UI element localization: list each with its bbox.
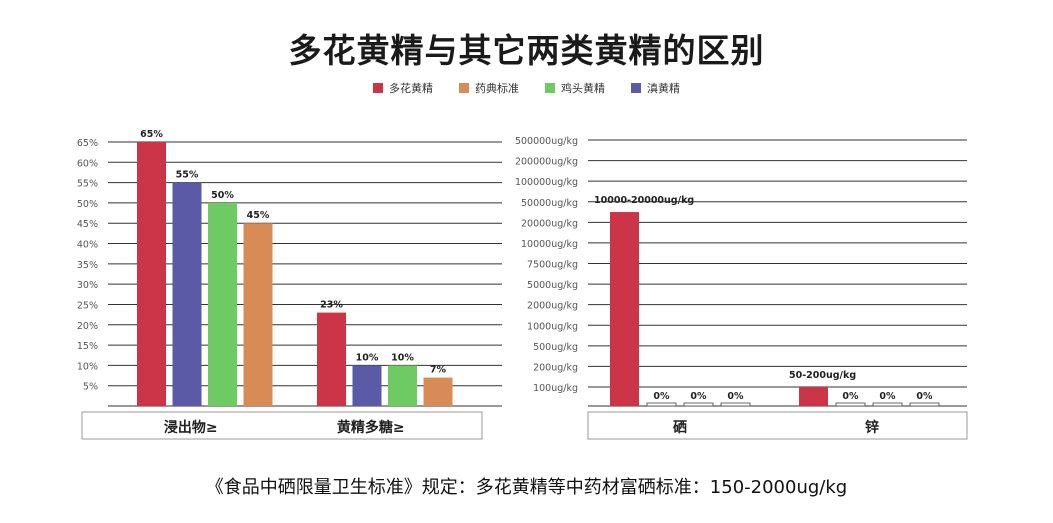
y-tick-label: 10% (77, 361, 98, 372)
y-tick-label: 45% (77, 219, 98, 230)
data-label: 55% (176, 170, 199, 181)
bar (423, 377, 453, 406)
data-label: 0% (690, 391, 707, 402)
bar (835, 402, 866, 407)
legend-item: 药典标准 (459, 80, 519, 96)
bar (720, 402, 751, 407)
legend-label: 多花黄精 (389, 82, 433, 95)
legend-item: 多花黄精 (373, 80, 433, 96)
y-tick-label: 5000ug/kg (527, 280, 578, 291)
category-axis-box (81, 411, 483, 440)
bar (610, 212, 639, 406)
y-tick-label: 65% (77, 138, 98, 149)
y-tick-label: 50000ug/kg (521, 198, 578, 209)
bar (172, 182, 202, 406)
category-label: 浸出物≥ (164, 419, 218, 436)
y-tick-label: 200ug/kg (533, 362, 578, 373)
y-tick-label: 40% (77, 240, 98, 251)
y-tick-label: 500ug/kg (533, 342, 578, 353)
category-label: 锌 (865, 419, 879, 436)
legend-swatch (459, 83, 469, 93)
bar (799, 387, 828, 406)
legend-swatch (373, 83, 383, 93)
legend: 多花黄精 药典标准 鸡头黄精 滇黄精 (0, 80, 1053, 96)
data-label: 0% (842, 391, 859, 402)
data-label: 45% (247, 210, 270, 221)
y-tick-label: 30% (77, 280, 98, 291)
data-label: 50-200ug/kg (789, 370, 856, 381)
y-tick-label: 25% (77, 300, 98, 311)
legend-label: 鸡头黄精 (561, 82, 605, 95)
y-tick-label: 200000ug/kg (515, 157, 578, 168)
y-tick-label: 7500ug/kg (527, 260, 578, 271)
bar (208, 202, 237, 406)
y-tick-label: 50% (77, 199, 98, 210)
data-label: 10000-20000ug/kg (594, 195, 694, 206)
y-tick-label: 500000ug/kg (515, 136, 578, 147)
data-label: 10% (356, 352, 379, 363)
y-tick-label: 55% (77, 179, 98, 190)
y-tick-label: 100000ug/kg (515, 177, 578, 188)
data-label: 0% (916, 391, 933, 402)
bar (872, 402, 903, 407)
data-label: 10% (391, 352, 414, 363)
legend-label: 滇黄精 (647, 82, 680, 95)
bar (909, 402, 940, 407)
y-tick-label: 5% (83, 382, 98, 393)
legend-item: 鸡头黄精 (545, 80, 605, 96)
bar (646, 402, 677, 407)
data-label: 50% (211, 190, 234, 201)
category-label: 黄精多糖≥ (337, 419, 405, 436)
legend-label: 药典标准 (475, 82, 519, 95)
bar (388, 365, 417, 406)
category-axis-box (587, 411, 968, 440)
chart-title: 多花黄精与其它两类黄精的区别 (288, 31, 765, 70)
data-label: 65% (140, 129, 163, 140)
bar (683, 402, 714, 407)
y-tick-label: 10000ug/kg (521, 239, 578, 250)
y-tick-label: 20000ug/kg (521, 218, 578, 229)
y-tick-label: 20% (77, 321, 98, 332)
y-tick-label: 2000ug/kg (527, 301, 578, 312)
bar (243, 223, 273, 406)
y-tick-label: 100ug/kg (533, 383, 578, 394)
legend-item: 滇黄精 (631, 80, 680, 96)
y-tick-label: 15% (77, 341, 98, 352)
data-label: 23% (320, 300, 343, 311)
y-tick-label: 60% (77, 158, 98, 169)
data-label: 7% (430, 365, 447, 376)
y-tick-label: 1000ug/kg (527, 321, 578, 332)
data-label: 0% (879, 391, 896, 402)
footer-note: 《食品中硒限量卫生标准》规定：多花黄精等中药材富硒标准：150-2000ug/k… (205, 477, 848, 498)
category-label: 硒 (673, 420, 687, 436)
data-label: 0% (727, 391, 744, 402)
data-label: 0% (653, 391, 670, 402)
y-tick-label: 35% (77, 260, 98, 271)
bar (137, 142, 166, 406)
bar (352, 365, 382, 406)
legend-swatch (545, 83, 555, 93)
legend-swatch (631, 83, 641, 93)
bar (317, 312, 346, 406)
